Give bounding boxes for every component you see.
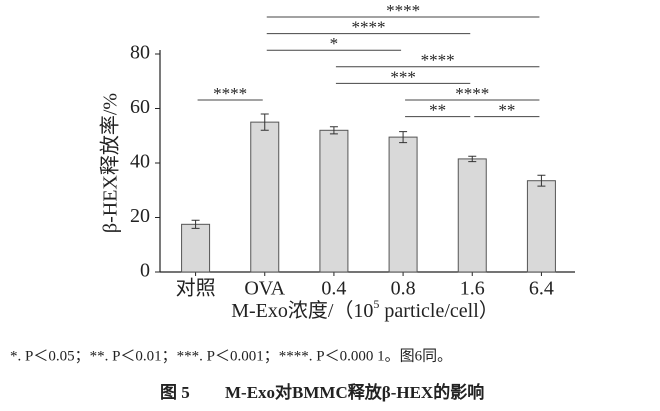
x-tick-label: 1.6 (460, 278, 485, 300)
significance-label: ** (429, 101, 446, 120)
x-tick-label: 0.8 (391, 278, 416, 300)
error-bar (537, 174, 546, 187)
error-bar (468, 155, 477, 163)
significance-label: *** (390, 67, 416, 86)
x-tick-label: 6.4 (529, 278, 554, 300)
bar (319, 129, 349, 273)
bar (181, 223, 211, 273)
significance-label: **** (455, 84, 489, 103)
x-tick-label: 0.4 (321, 278, 346, 300)
error-bar (260, 113, 269, 131)
x-label-part: M-Exo浓度/（10 (231, 299, 373, 322)
caption-number: 图 5 (160, 383, 190, 402)
significance-label: **** (386, 1, 420, 20)
caption-title: M-Exo对BMMC释放β-HEX的影响 (225, 382, 484, 402)
bar (250, 121, 280, 273)
bar (526, 180, 556, 273)
significance-label: **** (352, 18, 386, 37)
x-label-part: particle/cell） (379, 299, 498, 322)
y-axis-label: β-HEX释放率/% (99, 93, 122, 233)
error-bar (329, 126, 338, 135)
x-tick-label: 对照 (176, 277, 216, 300)
significance-label: * (330, 34, 339, 53)
significance-label: ** (498, 101, 515, 120)
y-tick-label: 60 (130, 96, 150, 118)
significance-label: **** (421, 51, 455, 70)
y-tick-label: 0 (140, 260, 150, 282)
y-tick-label: 20 (130, 205, 150, 227)
error-bar (399, 131, 408, 144)
x-tick-label: OVA (244, 278, 285, 300)
y-tick-label: 40 (130, 151, 150, 173)
x-axis-label: M-Exo浓度/（105 particle/cell） (231, 297, 499, 322)
error-bar (191, 219, 200, 229)
significance-label: **** (213, 84, 247, 103)
bar (457, 158, 487, 273)
y-tick-label: 80 (130, 42, 150, 64)
bar (388, 136, 418, 273)
x-label-sup: 5 (373, 297, 379, 311)
footnote: *. P＜0.05；**. P＜0.01；***. P＜0.001；****. … (10, 347, 452, 364)
